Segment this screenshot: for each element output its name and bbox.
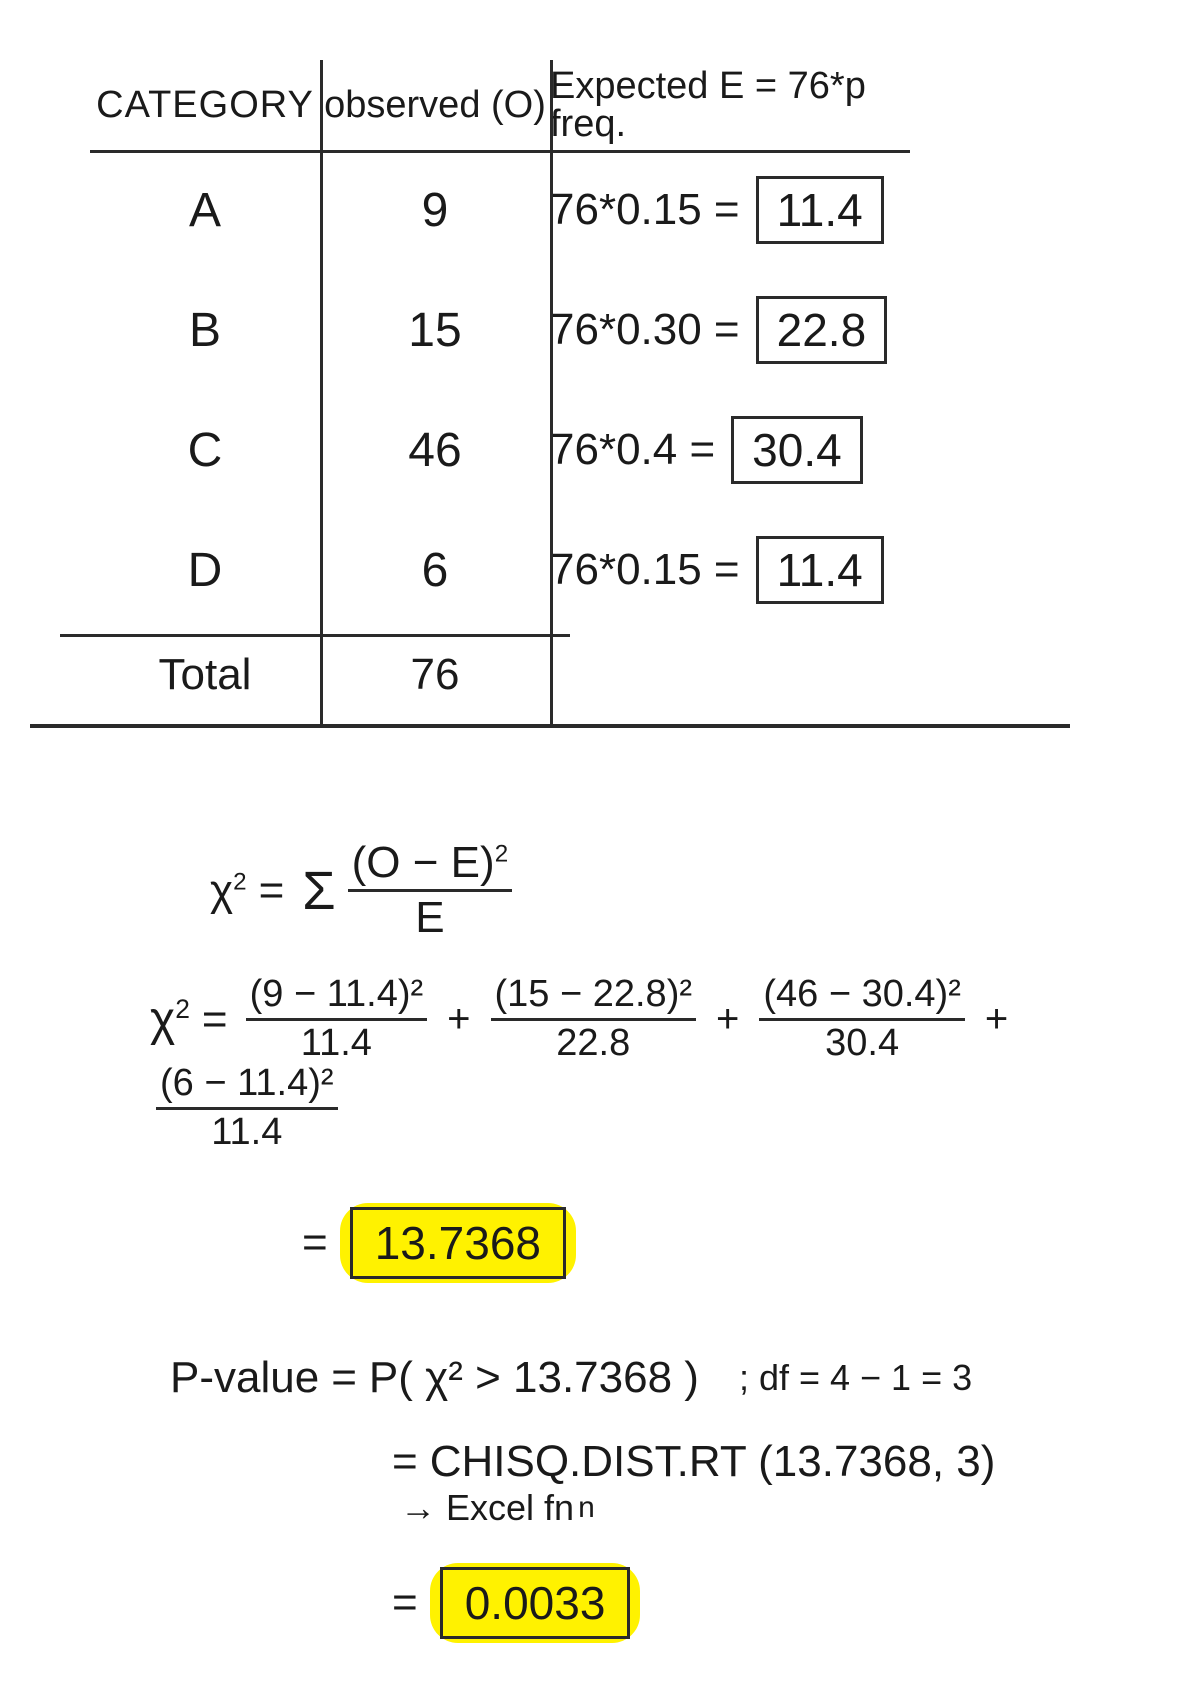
table-row: C 46 76*0.4 = 30.4	[90, 390, 1100, 510]
equals-sign: =	[302, 1218, 328, 1268]
chi-symbol: χ2	[150, 992, 190, 1047]
cell-expected: 76*0.15 = 11.4	[550, 532, 1100, 608]
chi2-term: (9 − 11.4)² 11.4	[246, 975, 428, 1064]
cell-category: A	[90, 179, 320, 242]
rule-before-total	[60, 634, 570, 637]
equals-sign: =	[392, 1578, 418, 1628]
cell-expected: 76*0.15 = 11.4	[550, 172, 1100, 248]
plus-sign: +	[985, 997, 1008, 1042]
expected-value-box: 22.8	[756, 296, 888, 364]
equals-sign: =	[331, 1353, 357, 1403]
table-row: B 15 76*0.30 = 22.8	[90, 270, 1100, 390]
table-row: A 9 76*0.15 = 11.4	[90, 150, 1100, 270]
cell-observed: 9	[320, 179, 550, 242]
cell-observed: 6	[320, 539, 550, 602]
chi2-term: (46 − 30.4)² 30.4	[759, 975, 965, 1064]
expected-value-box: 11.4	[756, 536, 884, 604]
pvalue-result-line: = 0.0033	[380, 1563, 1140, 1643]
chi2-result-line: = 13.7368	[290, 1203, 1140, 1283]
expected-calc: 76*0.4 =	[550, 425, 715, 475]
chi2-value-highlight: 13.7368	[350, 1207, 566, 1279]
table-body: A 9 76*0.15 = 11.4 B 15 76*0.30 = 22.8	[90, 150, 1100, 630]
chi2-definition: χ2 = Σ (O − E)2 E	[210, 840, 1140, 941]
pvalue-highlight: 0.0033	[440, 1567, 631, 1639]
equals-sign: =	[259, 866, 285, 916]
table-header-row: CATEGORY observed (O) Expected E = 76*p …	[90, 60, 1100, 150]
chi2-formula-fraction: (O − E)2 E	[348, 840, 512, 941]
rule-col-1	[320, 60, 323, 724]
rule-table-bottom	[30, 724, 1070, 728]
rule-col-2	[550, 60, 553, 724]
chi-symbol: χ2	[210, 866, 247, 916]
pvalue-expression: P( χ² > 13.7368 )	[369, 1353, 699, 1403]
plus-sign: +	[716, 997, 739, 1042]
excel-function: CHISQ.DIST.RT (13.7368, 3)	[430, 1437, 996, 1487]
expected-calc: 76*0.15 =	[550, 185, 740, 235]
df-expression: ; df = 4 − 1 = 3	[739, 1357, 972, 1399]
equals-sign: =	[392, 1437, 418, 1487]
expected-value-box: 30.4	[731, 416, 863, 484]
excel-note-superscript: n	[578, 1491, 595, 1525]
formula-block: χ2 = Σ (O − E)2 E χ2 = (9 − 11.4)² 11.4 …	[90, 840, 1140, 1643]
expected-value-box: 11.4	[756, 176, 884, 244]
table-row: D 6 76*0.15 = 11.4	[90, 510, 1100, 630]
cell-category: D	[90, 539, 320, 602]
cell-expected: 76*0.30 = 22.8	[550, 292, 1100, 368]
cell-observed: 15	[320, 299, 550, 362]
expected-calc: 76*0.15 =	[550, 545, 740, 595]
excel-note: → Excel fn	[400, 1487, 574, 1529]
rule-header-underline	[90, 150, 910, 153]
sigma-icon: Σ	[302, 860, 335, 922]
equals-sign: =	[202, 995, 228, 1045]
col-header-expected: Expected E = 76*p freq.	[550, 63, 1100, 147]
cell-observed: 46	[320, 419, 550, 482]
expected-calc: 76*0.30 =	[550, 305, 740, 355]
col-header-observed: observed (O)	[320, 80, 550, 131]
total-label: Total	[90, 646, 320, 704]
cell-category: B	[90, 299, 320, 362]
total-n: 76	[320, 646, 550, 704]
chi2-term: (15 − 22.8)² 22.8	[491, 975, 697, 1064]
plus-sign: +	[447, 997, 470, 1042]
cell-expected: 76*0.4 = 30.4	[550, 412, 1100, 488]
table-total-row: Total 76	[90, 630, 1100, 720]
pvalue-line-1: P-value = P( χ² > 13.7368 ) ; df = 4 − 1…	[170, 1353, 1140, 1403]
chi2-expansion: χ2 = (9 − 11.4)² 11.4 + (15 − 22.8)² 22.…	[150, 975, 1140, 1153]
chi2-term: (6 − 11.4)² 11.4	[156, 1064, 338, 1153]
col-header-category: CATEGORY	[90, 80, 320, 131]
cell-category: C	[90, 419, 320, 482]
pvalue-line-2: = CHISQ.DIST.RT (13.7368, 3) → Excel fn …	[380, 1437, 1140, 1529]
chi-square-table: CATEGORY observed (O) Expected E = 76*p …	[90, 60, 1100, 720]
pvalue-label: P-value	[170, 1353, 319, 1403]
